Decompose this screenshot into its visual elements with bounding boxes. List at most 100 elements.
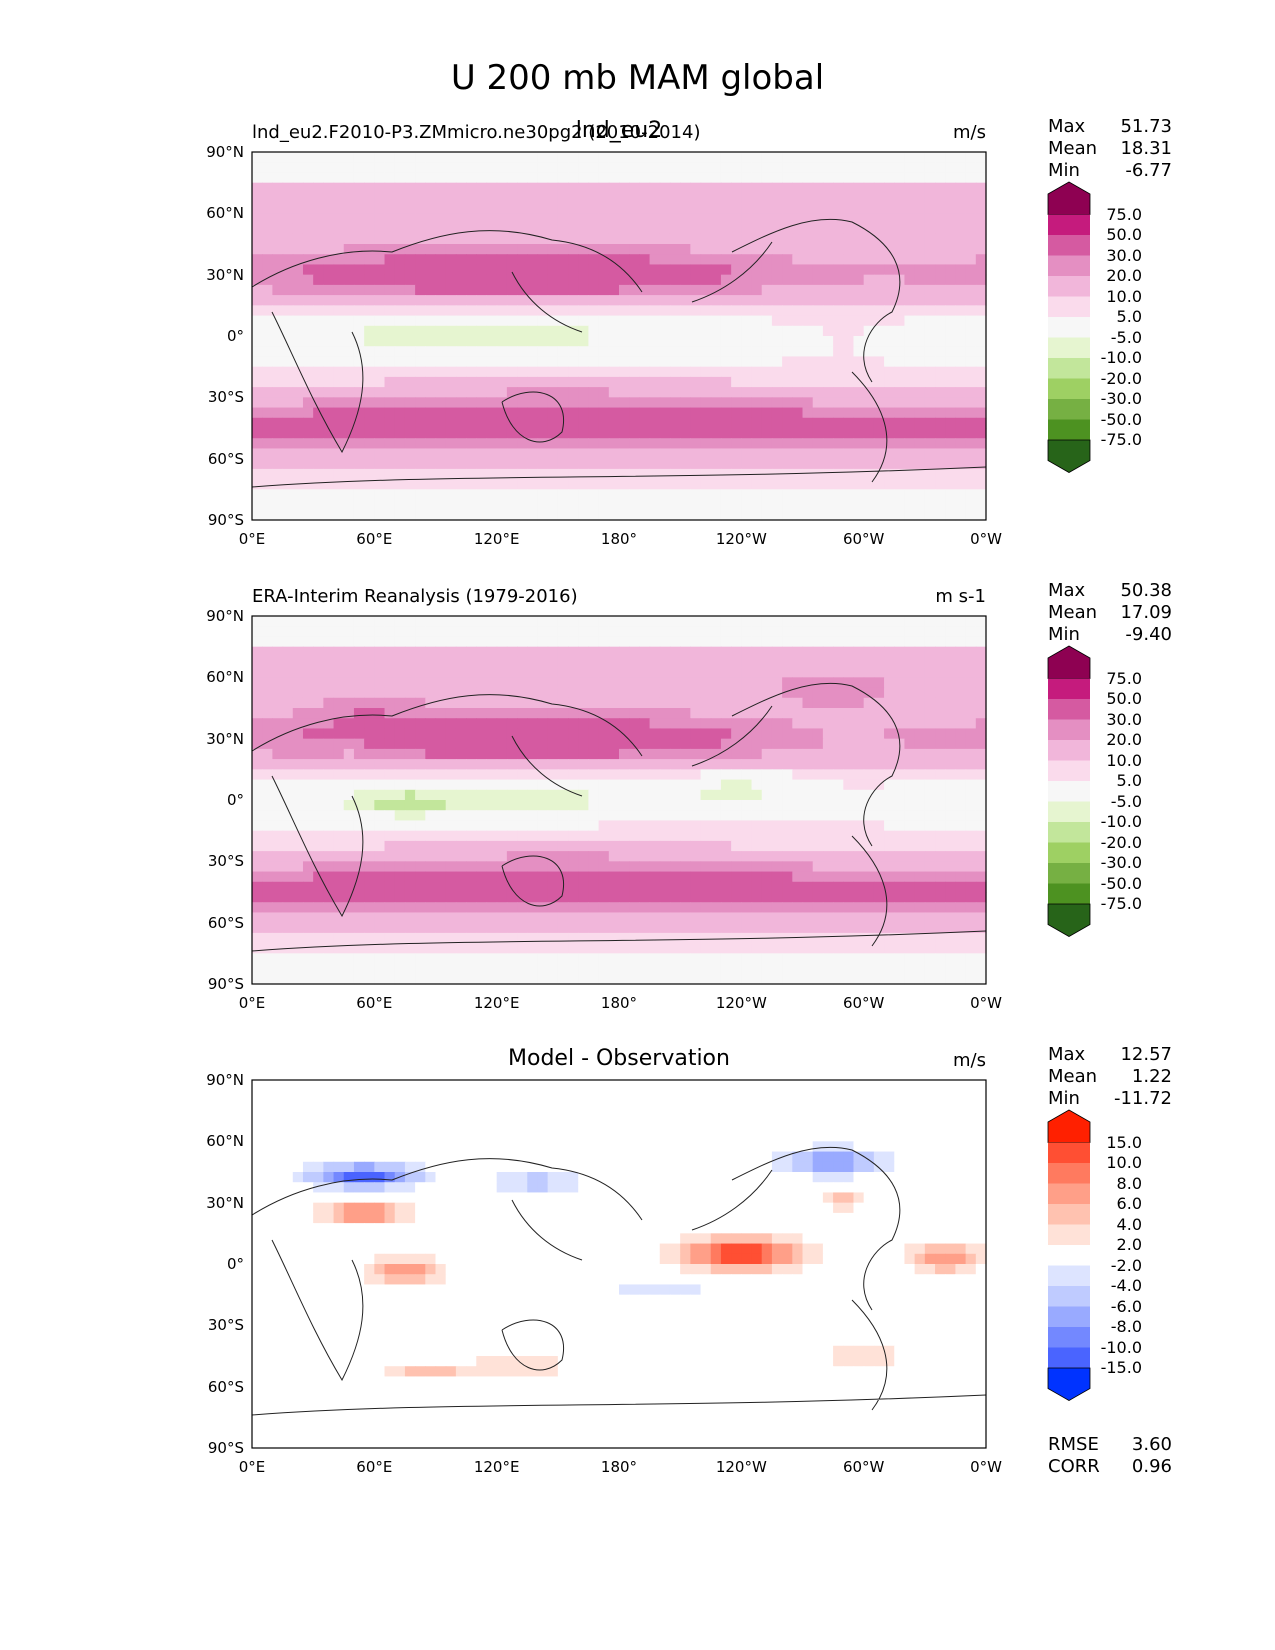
field-cell [445,479,457,490]
field-cell [894,636,906,648]
field-cell [353,336,365,347]
field-cell [588,213,600,225]
field-cell [313,305,324,317]
field-cell [669,881,681,893]
field-cell [302,738,314,750]
field-cell [833,499,844,511]
field-cell [292,667,304,678]
field-cell [935,274,946,286]
field-cell [415,182,426,194]
field-cell [904,667,916,678]
field-cell [353,448,365,460]
field-cell [741,748,753,760]
field-cell [873,284,885,296]
field-cell [863,892,875,903]
field-cell [323,728,335,740]
field-cell [700,800,712,811]
field-cell [965,892,977,903]
field-cell [782,346,793,358]
field-cell [629,871,640,883]
field-cell [476,759,488,770]
field-cell [771,851,783,862]
field-cell [527,244,539,255]
field-cell [466,315,477,327]
field-cell [965,810,977,822]
field-cell [914,881,926,893]
field-cell [690,509,702,521]
field-cell [578,932,590,944]
field-cell [394,738,406,750]
field-cell [486,397,498,409]
field-cell [435,840,447,852]
field-cell [506,152,518,163]
field-cell [588,182,600,194]
field-cell [904,810,916,822]
field-cell [476,646,488,658]
field-cell [313,769,324,781]
field-cell [588,346,600,358]
field-cell [802,881,814,893]
field-cell [282,274,294,286]
field-cell [914,489,926,501]
field-cell [873,346,885,358]
field-cell [924,182,936,194]
field-cell [272,708,284,719]
field-cell [965,376,977,388]
field-cell [384,244,396,255]
colorbar-segment [1048,399,1090,420]
field-cell [935,912,946,924]
field-cell [252,820,263,832]
field-cell [955,800,967,811]
field-cell [833,233,844,245]
field-cell [802,284,814,296]
field-cell [333,428,345,439]
field-cell [924,458,936,470]
field-cell [833,800,844,811]
field-cell [873,264,885,276]
field-cell [822,871,834,883]
field-cell [353,366,365,378]
field-cell [619,264,630,276]
field-cell [608,417,620,429]
field-cell [578,315,590,327]
field-cell [761,192,773,204]
field-cell [272,233,284,245]
field-cell [466,932,477,944]
field-cell [353,718,365,730]
field-cell [598,407,610,419]
field-cell [700,769,712,781]
field-cell [313,943,324,954]
field-cell [720,697,732,709]
field-cell [252,315,263,327]
field-cell [608,810,620,822]
field-cell [578,861,590,873]
field-cell [282,499,294,511]
field-cell [802,325,814,337]
field-cell [578,728,590,740]
field-cell [914,800,926,811]
field-cell [894,871,906,883]
field-cell [894,499,906,511]
field-cell [557,254,569,266]
field-cell [333,687,345,699]
field-cell [394,728,406,740]
field-cell [455,840,467,852]
field-cell [782,315,793,327]
field-cell [690,366,702,378]
field-cell [353,830,365,842]
field-cell [955,728,967,740]
field-cell [272,677,284,689]
field-cell [527,366,539,378]
field-cell [568,336,579,347]
field-cell [822,656,834,668]
field-cell [965,428,977,439]
field-cell [435,162,447,174]
field-cell [975,932,987,944]
field-cell [669,162,681,174]
field-cell [435,315,447,327]
field-cell [282,315,294,327]
field-cell [374,376,386,388]
field-cell [924,687,936,699]
field-cell [792,325,804,337]
field-cell [445,223,457,235]
